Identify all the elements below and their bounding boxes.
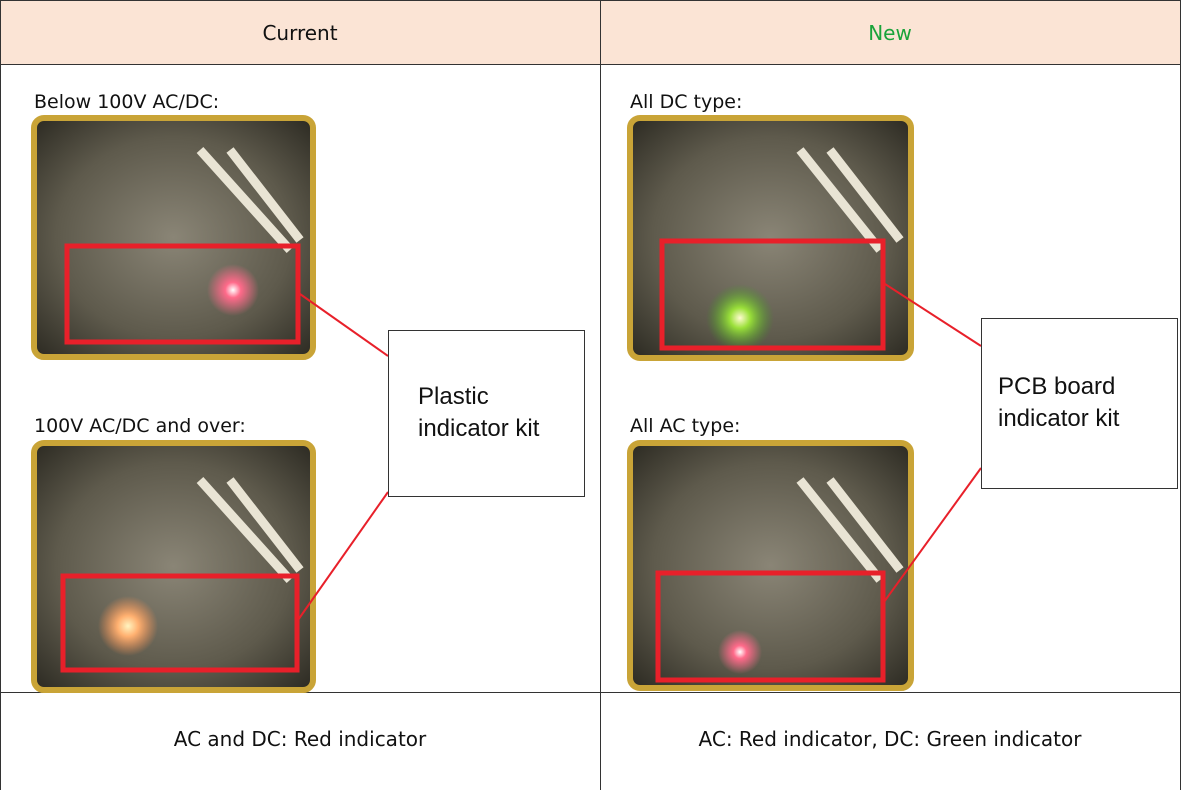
header-cell: New — [868, 21, 912, 45]
relay-photo — [31, 440, 316, 693]
relay-photo — [627, 115, 914, 361]
photo-caption: Below 100V AC/DC: — [34, 91, 219, 113]
footer-cell: AC and DC: Red indicator — [174, 727, 427, 751]
header-cell: Current — [262, 21, 337, 45]
photo-caption: 100V AC/DC and over: — [34, 415, 246, 437]
footer-cell: AC: Red indicator, DC: Green indicator — [699, 727, 1083, 751]
photo-caption: All AC type: — [630, 415, 740, 437]
callout-text: indicator kit — [998, 405, 1120, 432]
callout-text: Plastic — [418, 383, 489, 410]
highlight — [60, 238, 982, 683]
callout-text: PCB board — [998, 373, 1115, 400]
relay-photo — [31, 115, 316, 360]
callout-text: indicator kit — [418, 415, 540, 442]
header-background — [0, 0, 1180, 64]
callout-box — [388, 330, 585, 497]
relay-photo — [627, 440, 914, 691]
photo-caption: All DC type: — [630, 91, 742, 113]
callout-box — [981, 318, 1178, 489]
